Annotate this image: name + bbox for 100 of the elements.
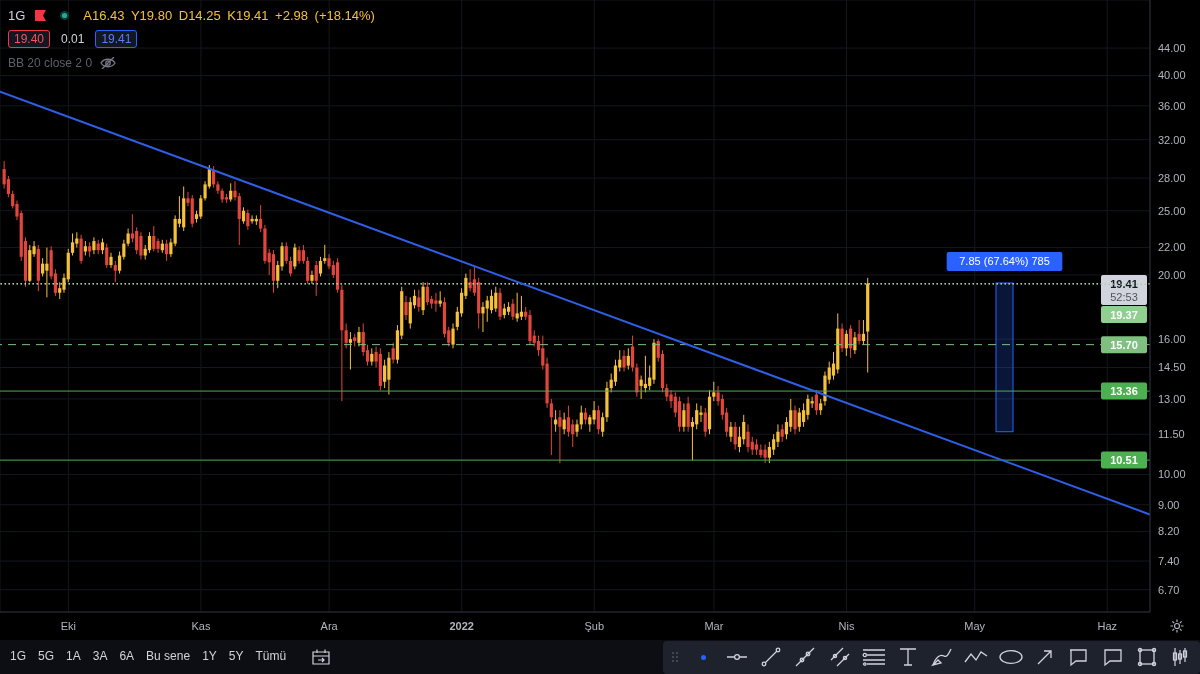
y-tick-label: 10.00: [1158, 468, 1186, 481]
candlestick: [314, 260, 318, 297]
candlestick: [566, 405, 571, 438]
candlestick: [404, 295, 408, 321]
candlestick: [733, 421, 737, 451]
ref-line-label: 15.70: [1110, 338, 1138, 351]
candlestick: [284, 241, 288, 265]
y-tick-label: 7.40: [1158, 554, 1180, 567]
x-tick-label: Şub: [584, 620, 605, 632]
candlestick: [41, 257, 45, 277]
candlestick: [199, 194, 203, 220]
x-tick-label: Haz: [1097, 620, 1118, 632]
candlestick: [357, 326, 361, 347]
ref-line-label: 19.37: [1110, 308, 1138, 321]
candlestick: [485, 295, 489, 323]
candlestick: [344, 322, 348, 349]
candlestick: [558, 409, 562, 464]
candlestick: [729, 421, 733, 443]
y-tick-label: 11.50: [1158, 428, 1185, 441]
candlestick: [237, 192, 241, 246]
candlestick: [391, 342, 395, 365]
ref-line-label: 13.36: [1110, 385, 1138, 398]
candlestick: [519, 295, 524, 321]
y-tick-label: 25.00: [1158, 204, 1186, 217]
x-tick-label: May: [964, 620, 986, 632]
candlestick: [489, 289, 494, 314]
y-tick-label: 44.00: [1158, 41, 1186, 54]
text: 3A: [92, 649, 108, 663]
y-tick-label: 40.00: [1158, 69, 1186, 82]
candlestick: [686, 396, 690, 433]
text: 5G: [38, 649, 55, 663]
candlestick: [797, 407, 801, 433]
y-tick-label: 13.00: [1158, 392, 1186, 405]
candlestick: [806, 394, 810, 421]
candlestick: [630, 335, 635, 373]
data-label: 7.85 (67.64%) 785: [959, 255, 1050, 268]
y-tick-label: 32.00: [1158, 133, 1186, 146]
candlestick: [408, 296, 412, 330]
y-tick-label: 36.00: [1158, 99, 1186, 112]
y-tick-label: 8.20: [1158, 525, 1180, 538]
candlestick: [250, 214, 254, 225]
candlestick: [417, 289, 421, 313]
x-tick-label: 2022: [449, 620, 474, 632]
candlestick: [571, 419, 575, 448]
candlestick: [746, 423, 750, 453]
candlestick: [601, 412, 605, 438]
annotation: 0.01: [60, 31, 86, 47]
candlestick: [387, 351, 391, 396]
candlestick: [434, 292, 438, 313]
text: 1A: [66, 649, 81, 663]
candlestick: [2, 160, 6, 190]
text: 1G: [10, 649, 27, 663]
y-tick-label: 9.00: [1158, 498, 1180, 511]
candlestick: [742, 414, 746, 445]
candlestick: [109, 252, 113, 269]
y-tick-label: 14.50: [1158, 361, 1186, 374]
candlestick: [306, 256, 310, 285]
text: 5Y: [228, 649, 244, 663]
candlestick: [70, 233, 75, 256]
candlestick: [383, 359, 387, 389]
candlestick: [737, 426, 742, 453]
candlestick: [421, 281, 425, 316]
candlestick: [801, 402, 806, 428]
candlestick: [669, 389, 673, 409]
ref-line-label: 19.41 52:53: [1110, 277, 1138, 303]
ref-line-label: 10.51: [1110, 454, 1138, 467]
candlestick: [135, 226, 139, 255]
annotation: 19.40: [8, 30, 51, 48]
annotation: 19.41: [95, 30, 138, 48]
candlestick: [626, 347, 630, 370]
candlestick: [515, 292, 519, 323]
candlestick: [793, 405, 797, 435]
candlestick: [763, 443, 767, 464]
candlestick: [695, 402, 699, 430]
candlestick: [767, 441, 771, 464]
candlestick: [301, 244, 305, 265]
candlestick: [105, 243, 109, 269]
candlestick: [613, 359, 618, 387]
candlestick: [288, 256, 293, 277]
candlestick: [425, 281, 429, 306]
candlestick: [169, 238, 173, 258]
candlestick: [776, 423, 780, 448]
y-tick-label: 28.00: [1158, 172, 1186, 185]
candlestick: [703, 407, 707, 438]
candlestick: [511, 298, 515, 321]
candlestick: [79, 234, 83, 265]
x-tick-label: Ara: [320, 620, 339, 632]
candlestick: [844, 329, 848, 357]
candlestick: [92, 236, 96, 255]
candlestick: [840, 322, 844, 353]
candlestick: [772, 433, 776, 456]
candlestick: [622, 349, 626, 373]
candlestick: [596, 405, 600, 435]
candlestick: [323, 244, 327, 265]
text: 1Y: [202, 649, 217, 663]
candlestick: [575, 419, 579, 438]
y-tick-label: 6.70: [1158, 583, 1180, 596]
candlestick: [861, 319, 866, 346]
annotation: A16.43 Y19.80 D14.25 K19.41 +2.98 (+18.14%): [83, 8, 375, 23]
candlestick: [498, 287, 502, 321]
